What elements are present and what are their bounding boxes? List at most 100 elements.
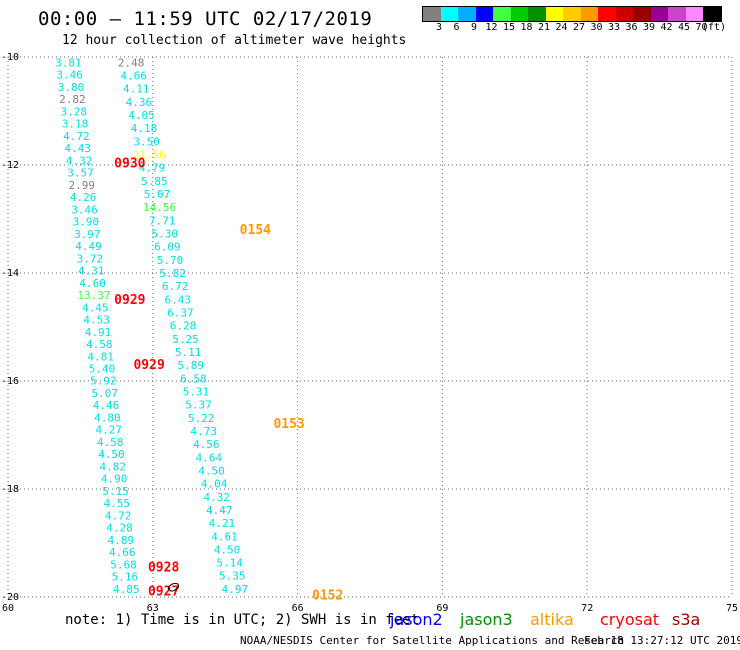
wave-height-value: 5.22 (188, 412, 215, 425)
wave-height-value: 4.36 (126, 96, 153, 109)
wave-height-value: 4.97 (222, 583, 249, 596)
wave-height-value: 3.18 (62, 118, 89, 131)
wave-height-value: 4.43 (65, 142, 92, 155)
y-tick-label: -16 (1, 376, 19, 387)
colorbar-swatch (685, 7, 703, 21)
wave-height-value: 3.50 (133, 135, 160, 148)
wave-height-value: 4.66 (109, 546, 136, 559)
colorbar-label: 9 (470, 22, 478, 33)
wave-height-value: 7.71 (149, 214, 176, 227)
wave-height-value: 5.14 (216, 557, 243, 570)
wave-height-value: 3.97 (74, 228, 101, 241)
wave-height-value: 5.68 (110, 558, 137, 571)
wave-height-value: 4.56 (193, 438, 220, 451)
wave-height-value: 5.31 (183, 385, 210, 398)
x-tick-label: 75 (726, 603, 738, 614)
colorbar-label: 12 (485, 22, 498, 33)
colorbar-label: 6 (453, 22, 460, 33)
wave-height-value: 5.70 (157, 254, 184, 267)
colorbar-swatch (475, 7, 493, 21)
wave-height-value: 3.46 (71, 203, 98, 216)
wave-height-value: 6.43 (165, 293, 192, 306)
wave-height-value: 5.40 (89, 363, 116, 376)
pass-time-label: 0929 (133, 358, 164, 373)
colorbar-swatch (668, 7, 686, 21)
y-tick-label: -14 (1, 268, 19, 279)
wave-height-value: 21.56 (133, 149, 166, 162)
colorbar-label: 24 (555, 22, 568, 33)
wave-height-value: 4.80 (94, 411, 121, 424)
colorbar-label: 39 (642, 22, 656, 33)
wave-height-value: 4.61 (211, 530, 238, 543)
pass-time-label: 0930 (114, 156, 145, 171)
colorbar-swatch (633, 7, 651, 21)
pass-time-label: 0929 (114, 293, 145, 308)
wave-height-value: 4.79 (139, 162, 166, 175)
wave-height-value: 4.31 (78, 265, 105, 278)
island-outline (167, 583, 180, 592)
wave-height-value: 5.07 (144, 188, 171, 201)
legend-item-jason3: jason3 (460, 610, 513, 629)
wave-height-value: 5.30 (152, 228, 179, 241)
wave-height-value: 4.66 (120, 70, 147, 83)
wave-height-value: 4.50 (98, 448, 125, 461)
pass-time-label: 0928 (148, 560, 179, 575)
wave-height-value: 5.11 (175, 346, 202, 359)
wave-height-value: 4.26 (70, 191, 97, 204)
wave-height-value: 4.04 (201, 478, 228, 491)
wave-height-value: 4.50 (214, 543, 241, 556)
wave-height-value: 4.21 (209, 517, 236, 530)
wave-height-value: 3.80 (58, 81, 85, 94)
colorbar-swatch (545, 7, 563, 21)
wave-height-value: 4.81 (87, 350, 114, 363)
colorbar-label: 33 (607, 22, 621, 33)
wave-height-value: 6.37 (167, 306, 194, 319)
page-title: 00:00 – 11:59 UTC 02/17/2019 (38, 8, 373, 30)
colorbar-swatch (615, 7, 633, 21)
wave-height-value: 5.92 (90, 375, 117, 388)
colorbar-label: 45 (677, 22, 691, 33)
wave-height-value: 5.85 (141, 175, 168, 188)
colorbar-label: (ft) (702, 22, 727, 33)
y-tick-label: -18 (1, 484, 19, 495)
wave-height-value: 4.85 (113, 583, 140, 596)
wave-height-value: 5.82 (159, 267, 186, 280)
wave-height-value: 4.27 (95, 424, 122, 437)
wave-height-value: 4.18 (131, 122, 158, 135)
wave-height-value: 5.89 (177, 359, 204, 372)
colorbar-swatch (650, 7, 668, 21)
colorbar-label: 21 (537, 22, 551, 33)
wave-height-value: 4.72 (105, 509, 132, 522)
wave-height-value: 4.49 (75, 240, 102, 253)
pass-time-label: 0927 (148, 585, 179, 600)
wave-height-value: 4.55 (104, 497, 131, 510)
colorbar-swatch (423, 7, 441, 21)
wave-height-value: 5.37 (185, 399, 212, 412)
wave-height-value: 2.48 (118, 56, 145, 69)
colorbar-swatch (440, 7, 458, 21)
wave-height-value: 5.15 (102, 485, 129, 498)
colorbar-label: 30 (590, 22, 603, 33)
wave-height-value: 4.91 (85, 326, 112, 339)
wave-height-value: 4.47 (206, 504, 233, 517)
wave-height-value: 3.90 (73, 216, 100, 229)
wave-height-value: 3.81 (55, 56, 82, 69)
x-tick-label: 60 (2, 603, 14, 614)
y-tick-label: -12 (1, 160, 19, 171)
colorbar-swatch (458, 7, 476, 21)
wave-height-value: 4.28 (106, 522, 133, 535)
wave-height-value: 3.28 (60, 105, 87, 118)
wave-height-value: 2.99 (69, 179, 96, 192)
colorbar-swatch (510, 7, 528, 21)
x-tick-label: 72 (581, 603, 593, 614)
wave-height-value: 2.82 (59, 93, 86, 106)
legend-item-altika: altika (530, 610, 574, 629)
wave-height-value: 4.05 (128, 109, 155, 122)
wave-height-value: 4.46 (93, 399, 120, 412)
wave-height-value: 4.53 (83, 314, 110, 327)
wave-height-value: 4.60 (79, 277, 106, 290)
wave-height-value: 4.58 (86, 338, 113, 351)
y-tick-label: -20 (1, 592, 19, 603)
wave-height-value: 4.82 (100, 460, 127, 473)
x-tick-label: 63 (147, 603, 159, 614)
